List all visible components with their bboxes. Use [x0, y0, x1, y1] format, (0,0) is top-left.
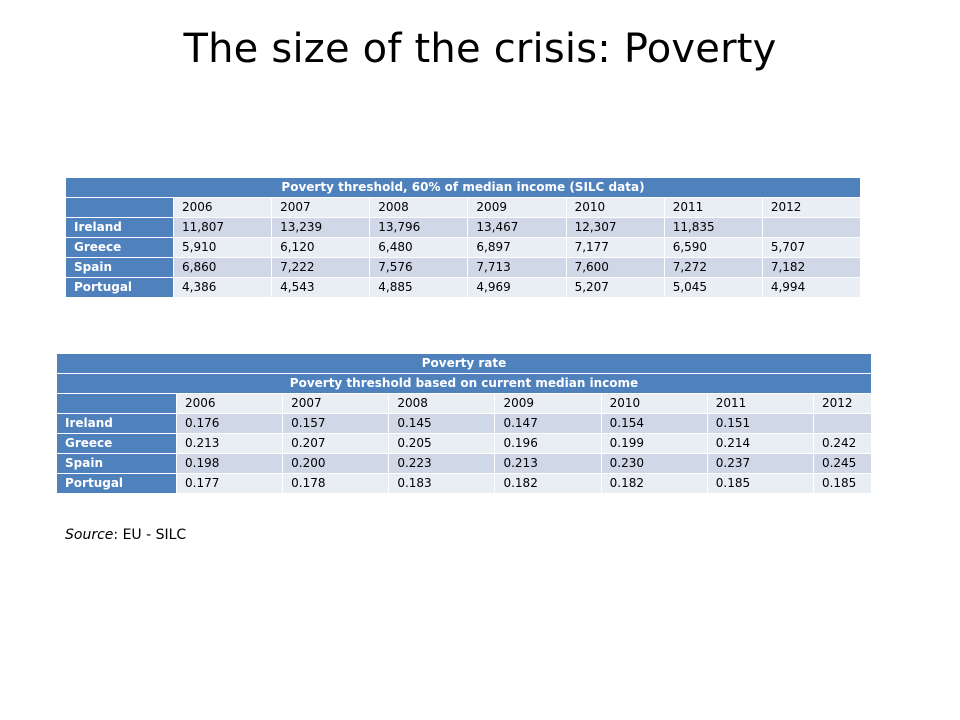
table2-title: Poverty rate: [56, 353, 872, 374]
table-cell: 0.183: [388, 473, 496, 494]
row-label: Spain: [56, 453, 177, 474]
year-header: 2011: [706, 393, 814, 414]
table-cell: 0.205: [388, 433, 496, 454]
table-cell: 0.157: [282, 413, 390, 434]
table-cell: 4,994: [761, 277, 862, 298]
table-cell: 7,182: [761, 257, 862, 278]
table-cell: 0.176: [175, 413, 284, 434]
table-row: Greece 0.213 0.207 0.205 0.196 0.199 0.2…: [56, 433, 873, 454]
table-cell: 11,807: [172, 217, 273, 238]
table-cell: 6,860: [172, 257, 273, 278]
table-cell: 7,177: [565, 237, 665, 258]
year-header: 2010: [565, 197, 665, 218]
row-label: Greece: [56, 433, 177, 454]
table-cell: 0.242: [812, 433, 873, 454]
table-cell: 0.185: [812, 473, 873, 494]
table-cell: 0.182: [494, 473, 602, 494]
table-cell: 4,969: [467, 277, 567, 298]
table-cell: 7,576: [369, 257, 469, 278]
table-cell: 13,239: [271, 217, 371, 238]
table-cell: 6,590: [663, 237, 763, 258]
table-cell: 0.178: [282, 473, 390, 494]
year-header: 2006: [175, 393, 284, 414]
row-label: Greece: [65, 237, 174, 258]
table-cell: 5,910: [172, 237, 273, 258]
year-header: 2012: [761, 197, 862, 218]
source-note: Source: EU - SILC: [65, 527, 186, 543]
table-cell: 7,272: [663, 257, 763, 278]
year-header: 2007: [271, 197, 371, 218]
table-cell: 0.145: [388, 413, 496, 434]
year-header: 2011: [663, 197, 763, 218]
table-cell: 0.245: [812, 453, 873, 474]
slide-title: The size of the crisis: Poverty: [183, 26, 777, 72]
table-cell: 0.200: [282, 453, 390, 474]
table-row: Spain 6,860 7,222 7,576 7,713 7,600 7,27…: [65, 257, 862, 278]
year-header: 2009: [467, 197, 567, 218]
table-cell: 6,897: [467, 237, 567, 258]
table-cell: [812, 413, 873, 434]
row-label: Portugal: [65, 277, 174, 298]
poverty-threshold-table: Poverty threshold, 60% of median income …: [65, 177, 862, 298]
table-cell: 0.198: [175, 453, 284, 474]
row-label: Ireland: [65, 217, 174, 238]
table-cell: 0.185: [706, 473, 814, 494]
source-label: Source: [65, 527, 114, 543]
table-cell: 0.199: [600, 433, 708, 454]
table2-subtitle: Poverty threshold based on current media…: [56, 373, 872, 394]
table-cell: 0.154: [600, 413, 708, 434]
table-cell: 7,222: [271, 257, 371, 278]
table-cell: 13,796: [369, 217, 469, 238]
table-cell: 0.151: [706, 413, 814, 434]
table-cell: 0.177: [175, 473, 284, 494]
table-row: Ireland 0.176 0.157 0.145 0.147 0.154 0.…: [56, 413, 873, 434]
table-cell: 6,120: [271, 237, 371, 258]
table-cell: 0.213: [175, 433, 284, 454]
table-row: Ireland 11,807 13,239 13,796 13,467 12,3…: [65, 217, 862, 238]
row-label: Spain: [65, 257, 174, 278]
table-cell: 0.207: [282, 433, 390, 454]
table-cell: 0.214: [706, 433, 814, 454]
source-text: : EU - SILC: [113, 527, 187, 543]
table-cell: 0.147: [494, 413, 602, 434]
poverty-rate-table: Poverty rate Poverty threshold based on …: [56, 353, 873, 494]
table-cell: 7,713: [467, 257, 567, 278]
row-label: Ireland: [56, 413, 177, 434]
table-cell: 0.196: [494, 433, 602, 454]
year-header: 2009: [494, 393, 602, 414]
table2-year-row: 2006 2007 2008 2009 2010 2011 2012: [56, 393, 873, 414]
table1-title: Poverty threshold, 60% of median income …: [65, 177, 861, 198]
table2-corner: [56, 393, 177, 414]
table-cell: 0.182: [600, 473, 708, 494]
table-cell: 5,045: [663, 277, 763, 298]
table1-corner: [65, 197, 174, 218]
table-cell: 13,467: [467, 217, 567, 238]
table-cell: 5,207: [565, 277, 665, 298]
table-row: Portugal 0.177 0.178 0.183 0.182 0.182 0…: [56, 473, 873, 494]
table-cell: 4,543: [271, 277, 371, 298]
table-cell: 0.237: [706, 453, 814, 474]
table-row: Greece 5,910 6,120 6,480 6,897 7,177 6,5…: [65, 237, 862, 258]
table-cell: 6,480: [369, 237, 469, 258]
year-header: 2006: [172, 197, 273, 218]
table-cell: 11,835: [663, 217, 763, 238]
row-label: Portugal: [56, 473, 177, 494]
table-cell: 0.230: [600, 453, 708, 474]
table1-year-row: 2006 2007 2008 2009 2010 2011 2012: [65, 197, 862, 218]
year-header: 2008: [369, 197, 469, 218]
year-header: 2008: [388, 393, 496, 414]
table-cell: 4,386: [172, 277, 273, 298]
table-cell: 4,885: [369, 277, 469, 298]
table-cell: 12,307: [565, 217, 665, 238]
year-header: 2010: [600, 393, 708, 414]
table-cell: 0.213: [494, 453, 602, 474]
table-row: Portugal 4,386 4,543 4,885 4,969 5,207 5…: [65, 277, 862, 298]
table-cell: 7,600: [565, 257, 665, 278]
year-header: 2007: [282, 393, 390, 414]
table-cell: [761, 217, 862, 238]
table-row: Spain 0.198 0.200 0.223 0.213 0.230 0.23…: [56, 453, 873, 474]
year-header: 2012: [812, 393, 873, 414]
table-cell: 0.223: [388, 453, 496, 474]
table-cell: 5,707: [761, 237, 862, 258]
